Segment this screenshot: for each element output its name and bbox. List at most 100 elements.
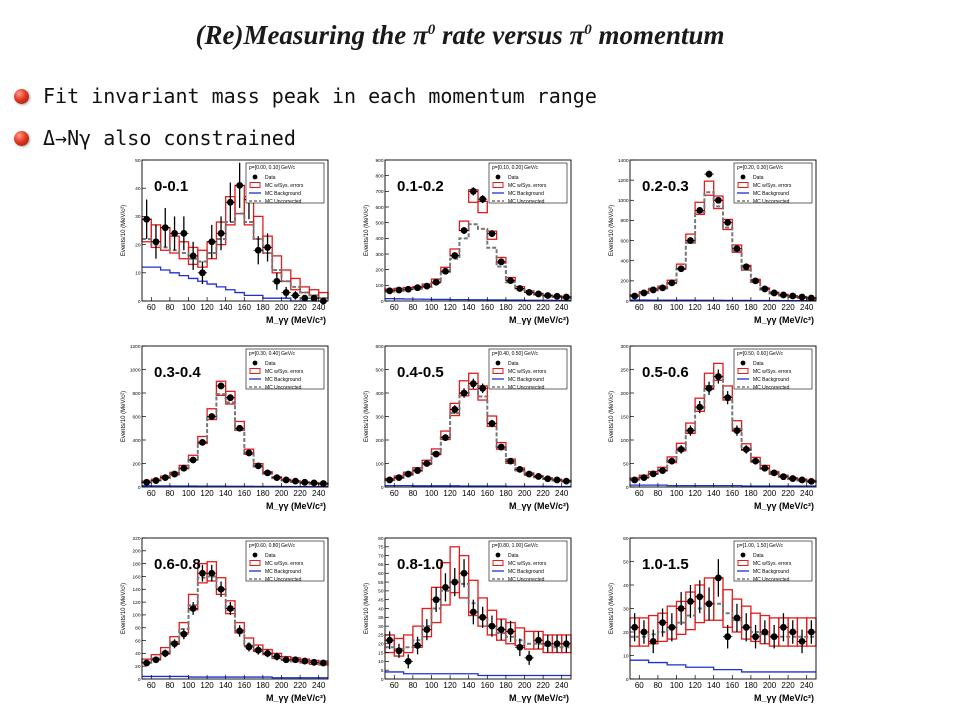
x-axis-label: M_γγ (MeV/c²) <box>754 693 814 703</box>
data-point <box>525 654 533 662</box>
data-point <box>395 286 403 294</box>
x-tick-label: 180 <box>256 303 270 312</box>
mc-sys-error-box <box>215 380 227 396</box>
data-point <box>292 291 299 299</box>
legend-data-marker <box>740 552 746 558</box>
y-tick-label: 120 <box>132 600 140 606</box>
data-point <box>386 287 394 295</box>
data-point <box>507 457 514 465</box>
data-point <box>199 269 206 277</box>
legend-header: p=[0.60, 0.80] GeV/c <box>249 543 296 549</box>
x-tick-label: 200 <box>763 489 777 498</box>
legend-entry-label: MC w/Sys. errors <box>753 561 792 567</box>
legend-mc-sys-marker <box>492 368 504 374</box>
data-point <box>696 206 704 214</box>
mc-sys-error-box <box>703 180 715 196</box>
data-point <box>742 623 750 631</box>
y-tick-label: 400 <box>620 259 628 265</box>
legend-entry-label: MC Uncorrected <box>265 385 302 391</box>
data-point <box>733 614 741 622</box>
legend-entry-label: MC w/Sys. errors <box>265 561 304 567</box>
data-point <box>469 380 477 387</box>
data-point <box>544 640 552 648</box>
x-tick-label: 180 <box>744 489 758 498</box>
y-tick-label: 30 <box>623 606 629 612</box>
legend-data-marker <box>495 552 501 558</box>
momentum-range-label: 0-0.1 <box>154 178 188 195</box>
mc-uncorrected-line <box>142 393 328 485</box>
mc-background-line <box>630 659 816 673</box>
data-point <box>301 657 309 665</box>
y-tick-label: 400 <box>375 236 383 242</box>
momentum-range-label: 0.3-0.4 <box>154 364 201 381</box>
x-axis-label: M_γγ (MeV/c²) <box>509 693 569 703</box>
data-point <box>770 633 778 641</box>
x-tick-label: 140 <box>219 489 233 498</box>
x-tick-label: 220 <box>781 489 795 498</box>
data-point <box>301 478 309 486</box>
x-tick-label: 80 <box>165 489 174 498</box>
data-point <box>562 293 570 301</box>
mc-background-line <box>142 266 328 302</box>
y-tick-label: 0 <box>381 485 384 491</box>
momentum-range-label: 0.5-0.6 <box>642 364 689 381</box>
data-point <box>668 279 676 287</box>
x-tick-label: 220 <box>781 303 795 312</box>
data-point <box>236 424 244 432</box>
y-tick-label: 600 <box>375 344 383 350</box>
x-tick-label: 240 <box>555 489 569 498</box>
histogram-plot: Events/10 (MeV/c²) 0 10 20 30 40 50 60 60 80 100 12… <box>609 536 817 703</box>
x-tick-label: 140 <box>462 681 476 690</box>
data-point <box>761 285 769 293</box>
data-point <box>460 389 468 397</box>
y-tick-label: 250 <box>620 367 628 373</box>
data-point <box>254 646 262 654</box>
data-point <box>789 628 797 636</box>
y-tick-label: 900 <box>375 158 383 164</box>
title-text-1: (Re)Measuring the π <box>195 20 428 50</box>
x-tick-label: 120 <box>443 303 457 312</box>
data-point <box>535 290 542 298</box>
y-tick-label: 70 <box>378 553 384 559</box>
x-tick-label: 60 <box>635 303 644 312</box>
data-point <box>273 474 281 481</box>
legend-entry-label: MC Uncorrected <box>753 577 790 583</box>
y-tick-label: 30 <box>135 214 141 220</box>
x-tick-label: 140 <box>707 489 721 498</box>
data-point <box>161 474 169 481</box>
legend-mc-sys-marker <box>249 182 261 188</box>
data-point <box>451 578 459 586</box>
y-tick-label: 500 <box>375 220 383 226</box>
data-point <box>282 289 290 296</box>
data-point <box>264 469 271 477</box>
data-point <box>180 630 188 638</box>
histogram-panel: Events/10 (MeV/c²) 0 5 10 15 20 25 30 35 40 45 50 55… <box>363 534 573 706</box>
mc-sys-error-box <box>280 269 292 282</box>
data-point <box>677 605 685 612</box>
data-point <box>705 384 713 392</box>
data-point <box>180 229 188 237</box>
legend-data-marker <box>252 552 258 558</box>
mc-sys-error-box <box>523 630 535 650</box>
y-tick-label: 35 <box>378 615 384 621</box>
legend-entry-label: Data <box>265 361 276 367</box>
y-axis-label: Events/10 (MeV/c²) <box>121 205 127 256</box>
y-tick-label: 100 <box>620 438 628 444</box>
x-tick-label: 160 <box>726 681 740 690</box>
data-point <box>442 267 449 275</box>
legend-header: p=[1.00, 1.50] GeV/c <box>737 543 784 549</box>
legend-entry-label: MC Background <box>753 191 789 197</box>
y-tick-label: 40 <box>623 583 629 589</box>
data-point <box>668 457 676 465</box>
data-point <box>245 643 253 651</box>
data-point <box>282 476 290 484</box>
data-point <box>414 642 421 649</box>
data-point <box>152 238 160 246</box>
legend-entry-label: MC Uncorrected <box>508 199 545 205</box>
slide-title: (Re)Measuring the π0 rate versus π0 mome… <box>0 20 920 51</box>
legend-data-marker <box>252 360 258 366</box>
x-axis-label: M_γγ (MeV/c²) <box>266 501 326 511</box>
histogram-panel: Events/10 (MeV/c²) 0 200 400 600 800 1000 1200 1… <box>608 156 818 328</box>
x-axis-label: M_γγ (MeV/c²) <box>509 501 569 511</box>
data-point <box>254 246 262 254</box>
